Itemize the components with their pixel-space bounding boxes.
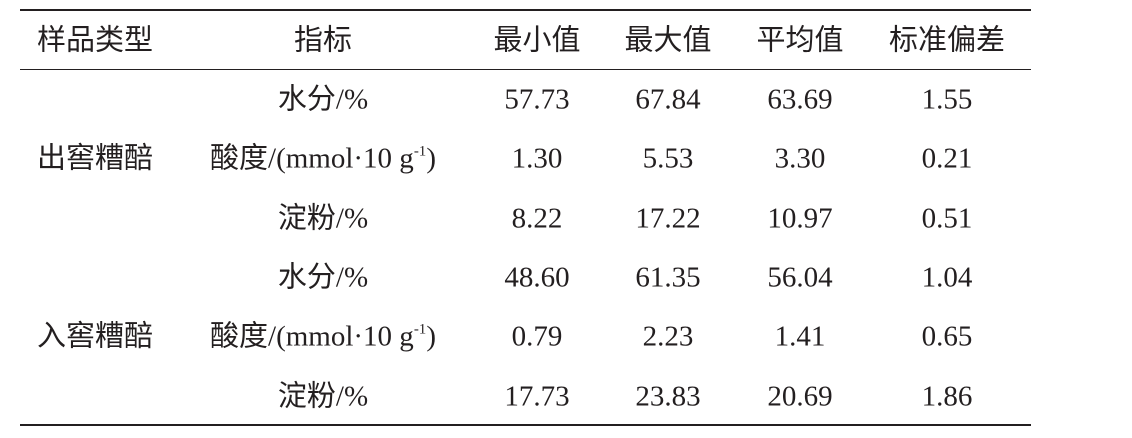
value-cell: 0.21: [921, 142, 973, 175]
indicator-tail: ): [426, 142, 436, 175]
value-cell: 23.83: [635, 380, 701, 412]
header-cell: 最小值: [493, 24, 581, 57]
value-cell: 17.73: [504, 380, 570, 412]
value-cell: 0.79: [511, 320, 563, 353]
value-cell: 0.65: [921, 320, 973, 353]
header-cell: 指标: [293, 24, 353, 57]
indicator-text: 酸度/(mmol·10 g: [210, 320, 414, 353]
value-cell: 48.60: [504, 261, 570, 294]
indicator-tail: ): [426, 320, 436, 353]
value-cell: 2.23: [642, 320, 694, 353]
value-cell: 56.04: [767, 261, 833, 294]
value-cell: 5.53: [642, 142, 694, 175]
value-cell: 1.86: [921, 380, 973, 412]
top-rule: [20, 9, 1031, 11]
indicator-text: 酸度/(mmol·10 g: [210, 142, 414, 175]
value-cell: 1.55: [921, 83, 973, 116]
header-cell: 样品类型: [36, 24, 154, 57]
indicator: 酸度/(mmol·10 g-1): [210, 142, 436, 175]
value-cell: 17.22: [635, 202, 701, 235]
value-cell: 1.41: [774, 320, 826, 353]
indicator-sup: -1: [413, 321, 427, 338]
value-cell: 61.35: [635, 261, 701, 294]
value-cell: 0.51: [921, 202, 973, 235]
group-label: 入窖糟醅: [36, 320, 154, 353]
indicator: 酸度/(mmol·10 g-1): [210, 320, 436, 353]
value-cell: 8.22: [511, 202, 563, 235]
value-cell: 1.30: [511, 142, 563, 175]
indicator-sup: -1: [413, 143, 427, 160]
indicator: 淀粉/%: [277, 380, 369, 412]
header-cell: 标准偏差: [888, 24, 1006, 57]
value-cell: 63.69: [767, 83, 833, 116]
value-cell: 57.73: [504, 83, 570, 116]
header-cell: 最大值: [624, 24, 712, 57]
value-cell: 1.04: [921, 261, 973, 294]
value-cell: 3.30: [774, 142, 826, 175]
indicator: 水分/%: [277, 261, 369, 294]
indicator: 水分/%: [277, 83, 369, 116]
header-rule: [20, 69, 1031, 70]
group-label: 出窖糟醅: [36, 142, 154, 175]
value-cell: 20.69: [767, 380, 833, 412]
header-cell: 平均值: [756, 24, 844, 57]
bottom-rule: [20, 424, 1031, 426]
indicator: 淀粉/%: [277, 202, 369, 235]
value-cell: 10.97: [767, 202, 833, 235]
value-cell: 67.84: [635, 83, 701, 116]
